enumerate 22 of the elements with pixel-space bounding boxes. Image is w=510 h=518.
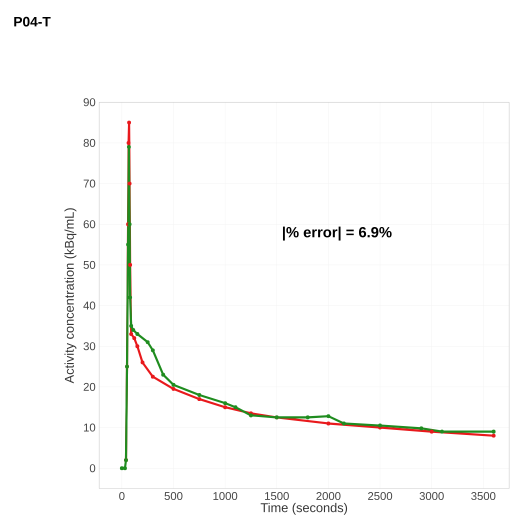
- x-axis-title: Time (seconds): [260, 502, 348, 515]
- y-axis-title: Activity concentration (kBq/mL): [64, 208, 77, 384]
- y-tick-label: 20: [84, 382, 96, 391]
- y-tick-label: 40: [84, 302, 96, 310]
- x-tick-label: 0: [119, 492, 125, 500]
- x-tick-label: 3000: [420, 492, 444, 500]
- x-tick-label: 2000: [316, 492, 341, 500]
- y-tick-label: 60: [84, 220, 96, 228]
- annotation: |% error| = 6.9%: [283, 226, 392, 241]
- chart-title: P04-T: [14, 16, 51, 27]
- x-tick-label: 1500: [265, 492, 290, 500]
- x-tick-label: 2500: [368, 492, 392, 500]
- y-tick-label: 0: [90, 464, 96, 472]
- y-tick-label: 70: [84, 180, 96, 188]
- y-tick-label: 90: [84, 98, 96, 106]
- x-tick-label: 3500: [471, 492, 496, 500]
- x-tick-label: 1000: [214, 492, 238, 500]
- y-tick-label: 10: [84, 424, 96, 432]
- x-tick-label: 500: [164, 492, 183, 500]
- y-tick-label: 80: [84, 138, 96, 147]
- y-tick-label: 50: [84, 260, 96, 269]
- y-tick-label: 30: [84, 342, 96, 350]
